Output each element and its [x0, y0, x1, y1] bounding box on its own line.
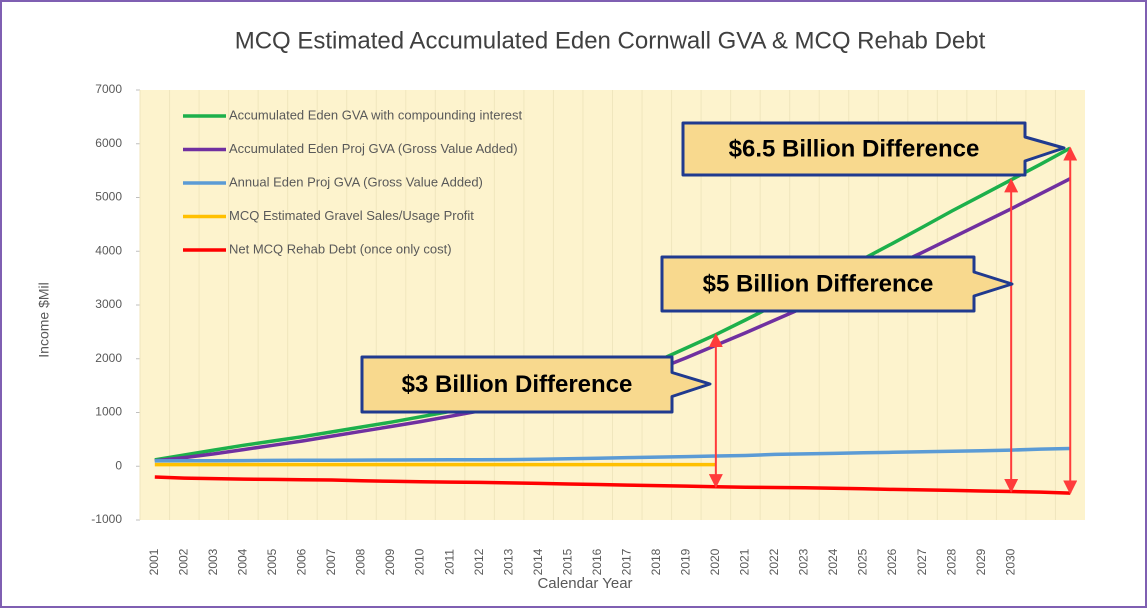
x-tick-label: 2001	[147, 548, 161, 575]
y-tick-label: 4000	[95, 243, 122, 257]
y-tick-label: -1000	[91, 512, 122, 526]
y-tick-label: 6000	[95, 136, 122, 150]
x-tick-label: 2004	[236, 548, 250, 575]
chart-title: MCQ Estimated Accumulated Eden Cornwall …	[235, 27, 986, 54]
x-tick-label: 2002	[176, 548, 190, 575]
legend-label: Net MCQ Rehab Debt (once only cost)	[229, 241, 452, 256]
x-tick-label: 2010	[413, 548, 427, 575]
y-tick-label: 2000	[95, 351, 122, 365]
series-line	[154, 446, 1071, 463]
x-tick-label: 2008	[354, 548, 368, 575]
y-tick-label: 7000	[95, 82, 122, 96]
x-tick-label: 2026	[885, 548, 899, 575]
x-tick-label: 2024	[826, 548, 840, 575]
x-tick-label: 2027	[915, 548, 929, 575]
x-tick-label: 2028	[944, 548, 958, 575]
x-tick-label: 2012	[472, 548, 486, 575]
legend-label: Accumulated Eden GVA with compounding in…	[229, 107, 523, 122]
callout-box	[660, 255, 1014, 313]
x-tick-label: 2019	[679, 548, 693, 575]
x-tick-label: 2022	[767, 548, 781, 575]
x-tick-label: 2016	[590, 548, 604, 575]
callout-box	[681, 121, 1066, 177]
callout-text: $5 Billion Difference	[703, 270, 934, 297]
x-tick-label: 2021	[738, 548, 752, 575]
y-tick-label: 1000	[95, 405, 122, 419]
y-tick-label: 5000	[95, 190, 122, 204]
callout-text: $6.5 Billion Difference	[729, 135, 980, 162]
x-axis-label: Calendar Year	[537, 575, 632, 592]
x-tick-label: 2023	[797, 548, 811, 575]
x-tick-label: 2009	[383, 548, 397, 575]
callout-box	[360, 355, 712, 414]
callout-text: $3 Billion Difference	[402, 371, 633, 398]
x-tick-label: 2007	[324, 548, 338, 575]
x-tick-label: 2013	[501, 548, 515, 575]
x-tick-label: 2014	[531, 548, 545, 575]
x-tick-label: 2020	[708, 548, 722, 575]
legend-label: Annual Eden Proj GVA (Gross Value Added)	[229, 174, 483, 189]
x-tick-label: 2011	[442, 549, 456, 575]
series-line	[154, 475, 1071, 495]
x-tick-label: 2006	[295, 548, 309, 575]
x-tick-label: 2029	[974, 548, 988, 575]
x-tick-label: 2005	[265, 548, 279, 575]
x-tick-label: 2015	[560, 548, 574, 575]
x-tick-label: 2003	[206, 548, 220, 575]
legend-label: MCQ Estimated Gravel Sales/Usage Profit	[229, 208, 474, 223]
y-tick-label: 0	[115, 458, 122, 472]
x-tick-label: 2018	[649, 548, 663, 575]
x-tick-label: 2017	[619, 548, 633, 575]
x-tick-label: 2025	[856, 548, 870, 575]
y-tick-label: 3000	[95, 297, 122, 311]
y-axis-label: Income $Mil	[36, 282, 52, 357]
legend-label: Accumulated Eden Proj GVA (Gross Value A…	[229, 141, 518, 156]
x-tick-label: 2030	[1003, 548, 1017, 575]
